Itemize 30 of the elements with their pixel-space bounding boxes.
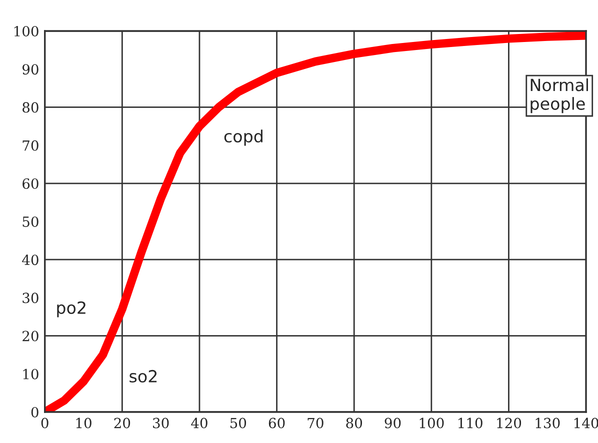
y-tick-label: 90	[22, 64, 38, 75]
y-tick-label: 30	[22, 292, 38, 304]
x-tick-label: 110	[458, 418, 482, 428]
x-tick-label: 100	[420, 418, 444, 428]
y-tick-label: 50	[22, 216, 38, 227]
x-tick-label: 0	[41, 418, 48, 428]
x-tick-label: 60	[268, 418, 285, 428]
y-tick-label: 80	[22, 102, 38, 113]
y-tick-label: 100	[14, 26, 38, 36]
y-tick-label: 40	[22, 254, 38, 266]
annotation: copd	[224, 130, 262, 146]
x-tick-label: 70	[308, 418, 324, 428]
x-tick-label: 30	[153, 418, 169, 428]
y-tick-label: 70	[22, 140, 38, 151]
x-tick-label: 10	[76, 418, 92, 428]
x-tick-label: 90	[384, 418, 401, 428]
y-tick-label: 20	[22, 330, 38, 342]
annotation: po2	[57, 301, 86, 318]
x-tick-label: 120	[497, 418, 522, 428]
x-tick-label: 140	[574, 418, 598, 428]
x-tick-label: 40	[191, 418, 208, 428]
x-tick-label: 130	[536, 418, 560, 428]
y-tick-label: 0	[31, 406, 38, 418]
x-tick-label: 20	[114, 418, 130, 428]
y-tick-label: 10	[23, 368, 38, 380]
x-tick-label: 50	[230, 418, 246, 428]
y-tick-label: 60	[22, 178, 38, 189]
x-tick-label: 80	[346, 418, 362, 428]
annotation: Normal people	[530, 78, 588, 114]
annotation: so2	[130, 370, 157, 383]
